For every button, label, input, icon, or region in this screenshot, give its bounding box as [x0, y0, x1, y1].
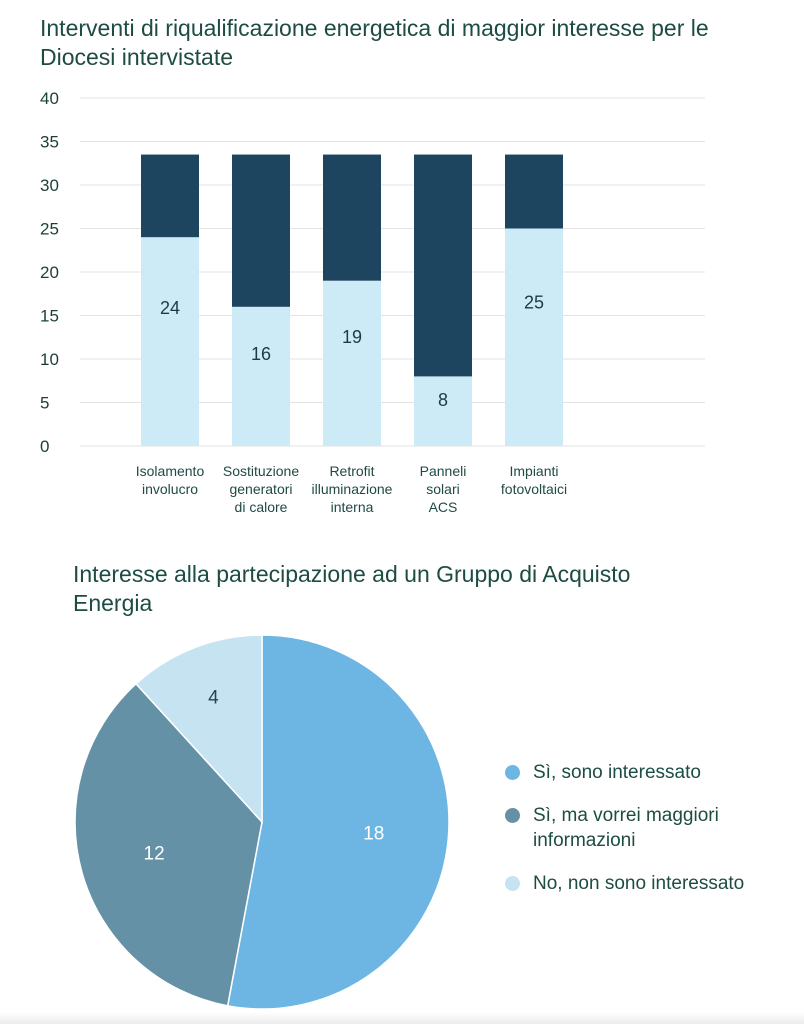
legend-label: Sì, ma vorrei maggiori informazioni: [533, 805, 719, 851]
bar-chart-title: Interventi di riqualificazione energetic…: [40, 15, 709, 70]
bar-segment-interested: [414, 376, 472, 446]
x-category-label: ACS: [429, 499, 458, 515]
y-tick-label: 15: [40, 307, 59, 326]
x-category-label: involucro: [142, 481, 198, 497]
x-category-label: Sostituzione: [223, 463, 299, 479]
legend-label: No, non sono interessato: [533, 873, 745, 894]
x-category-label: Retrofit: [329, 463, 374, 479]
x-category-label: di calore: [235, 499, 288, 515]
legend-swatch-info: [505, 808, 520, 823]
legend-item-no: No, non sono interessato: [505, 871, 795, 896]
y-tick-label: 35: [40, 133, 59, 152]
x-category-label: interna: [331, 499, 374, 515]
x-category-label: solari: [426, 481, 459, 497]
x-category-label: generatori: [229, 481, 292, 497]
y-tick-label: 30: [40, 176, 59, 195]
x-category-label: Impianti: [509, 463, 558, 479]
bar-data-label: 19: [342, 327, 362, 347]
bar-segment-other: [414, 154, 472, 377]
pie-slice: [134, 634, 263, 824]
bar-segment-interested: [323, 280, 381, 446]
y-tick-label: 20: [40, 263, 59, 282]
y-tick-label: 0: [40, 437, 49, 456]
bar-data-label: 25: [524, 292, 544, 312]
bar-segment-interested: [505, 228, 563, 446]
y-tick-label: 5: [40, 394, 49, 413]
bar-segment-other: [505, 154, 563, 229]
bar-segment-interested: [141, 237, 199, 446]
x-category-label: Isolamento: [136, 463, 205, 479]
bar-segment-interested: [232, 306, 290, 446]
bar-data-label: 16: [251, 344, 271, 364]
pie-data-label: 4: [208, 687, 219, 708]
y-tick-label: 40: [40, 89, 59, 108]
pie-data-label: 12: [144, 844, 165, 865]
bar-segment-other: [141, 154, 199, 238]
bottom-edge: [0, 1012, 804, 1024]
legend-swatch-no: [505, 876, 520, 891]
legend-label: Sì, sono interessato: [533, 762, 701, 783]
bar-segment-other: [232, 154, 290, 307]
bar-data-label: 8: [438, 390, 448, 410]
pie-legend: Sì, sono interessato Sì, ma vorrei maggi…: [505, 760, 795, 914]
pie-slice: [74, 682, 263, 1007]
pie-chart: 18 12 4: [74, 634, 450, 1010]
bar-chart: 0 5 10 15 20 25 30 35 40 24 Isolamento involucro 16 S…: [40, 89, 705, 515]
x-category-label: Panneli: [420, 463, 467, 479]
legend-swatch-si: [505, 765, 520, 780]
pie-slice: [226, 634, 450, 1010]
bar-segment-other: [323, 154, 381, 281]
x-category-label: illuminazione: [312, 481, 393, 497]
bar-data-label: 24: [160, 298, 180, 318]
pie-chart-title: Interesse alla partecipazione ad un Grup…: [73, 561, 631, 616]
legend-item-si-interessato: Sì, sono interessato: [505, 760, 795, 785]
legend-item-si-info: Sì, ma vorrei maggiori informazioni: [505, 803, 795, 853]
y-tick-label: 25: [40, 220, 59, 239]
y-tick-label: 10: [40, 350, 59, 369]
x-category-label: fotovoltaici: [501, 481, 567, 497]
pie-data-label: 18: [363, 823, 384, 844]
